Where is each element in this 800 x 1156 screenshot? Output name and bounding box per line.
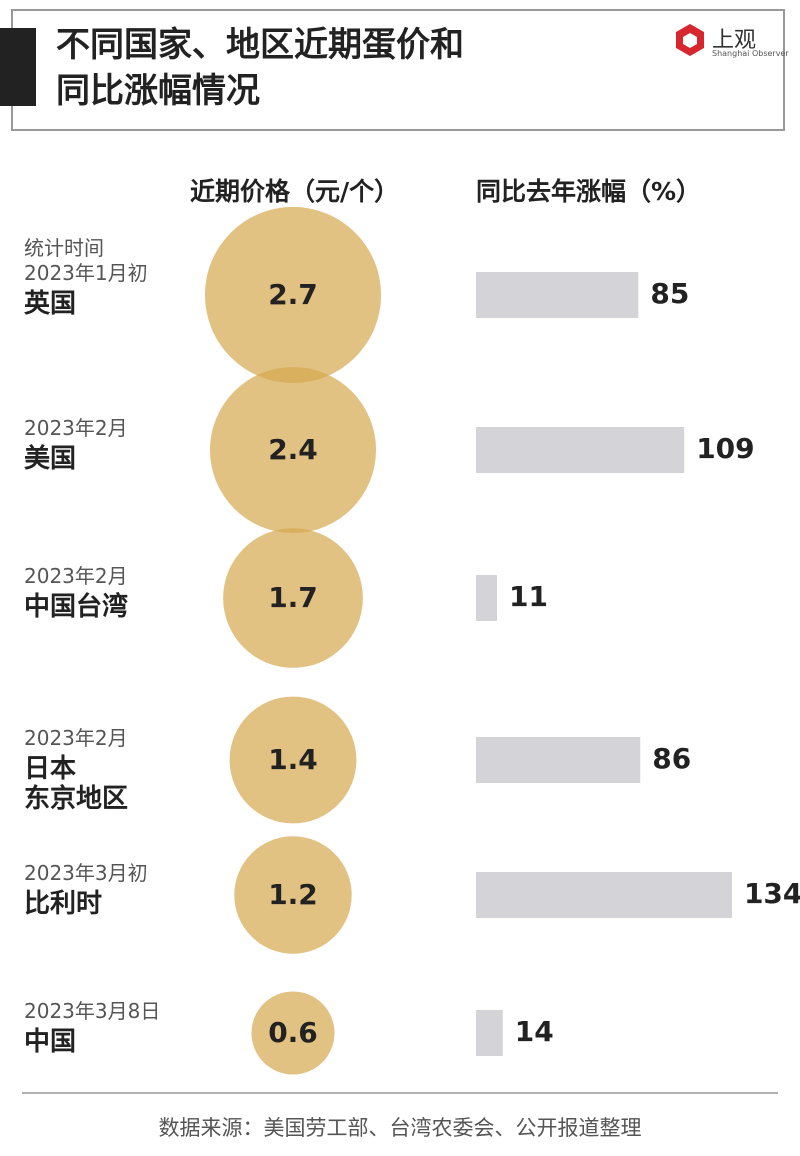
region-label: 英国 — [24, 289, 77, 319]
logo-name: 上观 — [712, 28, 757, 53]
growth-label: 134 — [743, 877, 800, 910]
column-header: 同比去年涨幅（%） — [476, 177, 702, 206]
logo-icon-inner — [683, 33, 697, 48]
logo-sub: Shanghai Observer — [712, 49, 789, 58]
price-bubble — [234, 836, 352, 954]
date-label: 2023年2月 — [24, 726, 128, 750]
date-note: 统计时间 — [24, 236, 104, 260]
price-label: 1.2 — [268, 878, 318, 911]
region-label: 日本 东京地区 — [24, 754, 129, 814]
growth-bar — [476, 872, 732, 918]
price-label: 1.7 — [268, 581, 318, 614]
date-label: 2023年3月初 — [24, 861, 148, 885]
growth-label: 85 — [650, 277, 690, 310]
growth-bar — [476, 427, 685, 473]
region-label: 中国 — [24, 1027, 77, 1057]
title-line: 不同国家、地区近期蛋价和 — [56, 25, 464, 65]
price-bubble — [204, 206, 382, 384]
price-label: 2.7 — [268, 278, 318, 311]
date-label: 2023年3月8日 — [24, 999, 161, 1023]
growth-label: 14 — [514, 1015, 554, 1048]
growth-bar — [476, 575, 498, 621]
price-label: 0.6 — [268, 1016, 318, 1049]
region-label: 美国 — [24, 444, 77, 474]
header-bar — [0, 28, 36, 106]
growth-bar — [476, 272, 639, 318]
date-label: 2023年1月初 — [24, 261, 148, 285]
price-label: 1.4 — [268, 743, 318, 776]
growth-label: 11 — [509, 580, 548, 613]
growth-label: 86 — [652, 742, 692, 775]
price-bubble — [229, 696, 357, 824]
region-label: 比利时 — [24, 889, 103, 919]
growth-label: 109 — [696, 432, 755, 465]
price-bubble — [251, 991, 335, 1075]
price-bubble — [223, 528, 363, 668]
region-label: 中国台湾 — [24, 592, 129, 622]
date-label: 2023年2月 — [24, 564, 128, 588]
growth-bar — [476, 1010, 503, 1056]
source: 数据来源：美国劳工部、台湾农委会、公开报道整理 — [158, 1116, 642, 1140]
growth-bar — [476, 737, 641, 783]
price-bubble — [209, 366, 377, 534]
price-label: 2.4 — [268, 433, 318, 466]
date-label: 2023年2月 — [24, 416, 128, 440]
column-header: 近期价格（元/个） — [190, 177, 400, 206]
title-line: 同比涨幅情况 — [56, 71, 260, 111]
